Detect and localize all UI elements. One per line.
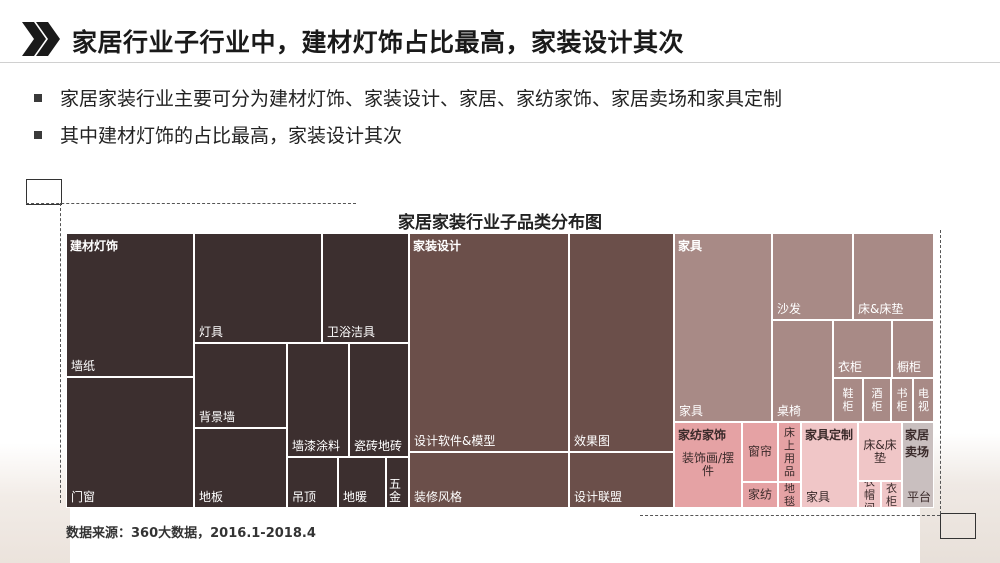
treemap-cell: 床&床垫 — [858, 422, 902, 481]
treemap-cell-label: 平台 — [907, 490, 932, 504]
double-chevron-icon — [22, 22, 62, 60]
header-divider — [0, 62, 1000, 63]
treemap-cell: 衣帽间 — [858, 481, 881, 508]
treemap-group-label: 建材灯饰 — [70, 239, 119, 253]
treemap-cell: 家具 — [801, 422, 858, 508]
treemap-cell: 橱柜 — [892, 320, 934, 378]
treemap-cell: 酒柜 — [863, 378, 891, 422]
bullet-text: 其中建材灯饰的占比最高，家装设计其次 — [60, 125, 403, 147]
treemap-cell: 衣柜 — [833, 320, 892, 378]
treemap-chart: 墙纸门窗 灯具 卫浴洁具背景墙地板 墙漆涂料 瓷砖地砖吊顶 地暖 五金 设计软件&模型 效果图装… — [66, 233, 934, 509]
treemap-cell: 衣柜 — [881, 481, 902, 508]
treemap-cell-label: 装修风格 — [414, 490, 463, 504]
treemap-cell-label: 桌椅 — [777, 404, 802, 418]
treemap-cell: 书柜 — [891, 378, 913, 422]
treemap-cell: 平台 — [902, 422, 934, 508]
treemap-cell-label: 门窗 — [71, 490, 96, 504]
treemap-cell-label: 设计软件&模型 — [414, 434, 496, 448]
frame-dash-right — [940, 230, 941, 514]
treemap-cell-label: 地毯 — [784, 482, 795, 508]
treemap-cell-label: 衣柜 — [838, 360, 863, 374]
frame-dash-bottom — [640, 515, 940, 516]
bullet-square-icon — [34, 93, 42, 102]
treemap-cell-label: 家具 — [679, 404, 704, 418]
treemap-cell: 灯具 — [194, 233, 322, 343]
treemap-cell-label: 地板 — [199, 490, 224, 504]
treemap-cell-label: 窗帘 — [747, 444, 772, 459]
treemap-cell-label: 床上用品 — [784, 426, 795, 478]
treemap-cell-label: 鞋柜 — [842, 387, 854, 413]
treemap-cell-label: 书柜 — [896, 387, 908, 413]
treemap-group-label: 家纺家饰 — [678, 428, 727, 442]
treemap-cell-label: 灯具 — [199, 325, 224, 339]
treemap-cell: 地毯 — [778, 482, 801, 508]
treemap-cell: 设计软件&模型 — [409, 233, 569, 452]
treemap-cell: 桌椅 — [772, 320, 833, 422]
treemap-cell: 鞋柜 — [833, 378, 863, 422]
treemap-cell-label: 卫浴洁具 — [327, 325, 376, 339]
treemap-cell-label: 墙纸 — [71, 359, 96, 373]
treemap-cell: 墙纸 — [66, 233, 194, 377]
treemap-cell-label: 衣帽间 — [864, 481, 875, 508]
data-source: 数据来源：360大数据，2016.1-2018.4 — [66, 526, 316, 541]
page-title: 家居行业子行业中，建材灯饰占比最高，家装设计其次 — [72, 28, 685, 57]
background-decoration-left — [0, 443, 70, 563]
treemap-cell-label: 沙发 — [777, 302, 802, 316]
treemap-cell: 装修风格 — [409, 452, 569, 508]
frame-dash-top — [26, 203, 356, 204]
treemap-group-label: 家居卖场 — [905, 428, 930, 459]
treemap-cell-label: 设计联盟 — [574, 490, 623, 504]
treemap-cell: 家纺 — [742, 482, 778, 508]
treemap-cell-label: 装饰画/摆件 — [681, 451, 735, 478]
treemap-cell: 设计联盟 — [569, 452, 674, 508]
bullet-text: 家居家装行业主要可分为建材灯饰、家装设计、家居、家纺家饰、家居卖场和家具定制 — [60, 88, 783, 110]
treemap-group-label: 家具 — [678, 239, 703, 253]
treemap-cell: 墙漆涂料 — [287, 343, 349, 457]
treemap-cell: 门窗 — [66, 377, 194, 508]
frame-corner-top-left — [26, 179, 62, 205]
bullet-item: 其中建材灯饰的占比最高，家装设计其次 — [34, 121, 402, 148]
treemap-cell-label: 酒柜 — [871, 387, 883, 413]
treemap-cell: 瓷砖地砖 — [349, 343, 409, 457]
treemap-cell: 床上用品 — [778, 422, 801, 482]
treemap-cell: 电视 — [913, 378, 934, 422]
treemap-group-label: 家具定制 — [805, 428, 854, 442]
treemap-cell-label: 电视 — [918, 387, 929, 413]
frame-corner-bottom-right — [940, 513, 976, 539]
treemap-cell: 效果图 — [569, 233, 674, 452]
bullet-square-icon — [34, 130, 42, 139]
treemap-group-label: 家装设计 — [413, 239, 462, 253]
frame-dash-left — [60, 203, 61, 503]
treemap-cell-label: 家纺 — [747, 487, 772, 502]
treemap-cell-label: 效果图 — [574, 434, 611, 448]
treemap-cell-label: 五金 — [389, 477, 402, 504]
treemap-cell: 卫浴洁具 — [322, 233, 409, 343]
treemap-cell: 地板 — [194, 428, 287, 508]
treemap-cell-label: 衣柜 — [886, 481, 897, 508]
treemap-cell-label: 地暖 — [343, 490, 368, 504]
treemap-cell-label: 橱柜 — [897, 360, 922, 374]
treemap-cell: 吊顶 — [287, 457, 338, 508]
treemap-cell: 窗帘 — [742, 422, 778, 482]
treemap-cell-label: 吊顶 — [292, 490, 317, 504]
treemap-cell-label: 瓷砖地砖 — [354, 439, 403, 453]
treemap-cell: 装饰画/摆件 — [674, 422, 742, 508]
treemap-cell-label: 墙漆涂料 — [292, 439, 341, 453]
treemap-cell-label: 床&床垫 — [858, 302, 904, 316]
treemap-cell: 地暖 — [338, 457, 386, 508]
treemap-cell: 背景墙 — [194, 343, 287, 428]
treemap-cell: 家具 — [674, 233, 772, 422]
bullet-item: 家居家装行业主要可分为建材灯饰、家装设计、家居、家纺家饰、家居卖场和家具定制 — [34, 84, 782, 111]
treemap-cell-label: 床&床垫 — [863, 437, 897, 465]
treemap-cell-label: 背景墙 — [199, 410, 236, 424]
treemap-cell-label: 家具 — [806, 490, 831, 504]
chart-title: 家居家装行业子品类分布图 — [398, 213, 602, 233]
treemap-cell: 床&床垫 — [853, 233, 934, 320]
treemap-cell: 沙发 — [772, 233, 853, 320]
treemap-cell: 五金 — [386, 457, 409, 508]
